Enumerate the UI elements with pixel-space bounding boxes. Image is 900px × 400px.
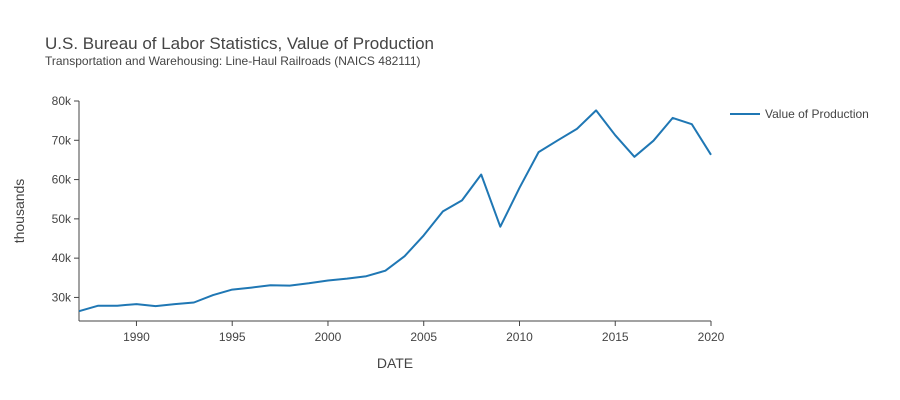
y-tick-label: 80k — [52, 94, 72, 108]
y-tick-label: 40k — [52, 251, 72, 265]
chart-subtitle: Transportation and Warehousing: Line-Hau… — [45, 54, 421, 68]
y-tick-label: 60k — [52, 173, 72, 187]
y-tick-label: 30k — [52, 290, 72, 304]
x-axis-title: DATE — [377, 355, 413, 371]
x-tick-label: 2020 — [698, 330, 725, 344]
y-tick-label: 70k — [52, 133, 72, 147]
series-layer — [78, 109, 712, 313]
x-tick-label: 2010 — [506, 330, 533, 344]
series-line-value-of-production[interactable] — [78, 109, 712, 313]
y-axis-ticks: 30k 40k 50k 60k 70k 80k — [52, 94, 79, 304]
x-tick-label: 1990 — [123, 330, 150, 344]
plot-area: 30k 40k 50k 60k 70k 80k 1990 1995 2000 2005 2010 2… — [52, 94, 725, 344]
x-tick-label: 2005 — [410, 330, 437, 344]
legend[interactable]: Value of Production — [730, 107, 869, 121]
y-axis-title: thousands — [11, 179, 27, 244]
x-tick-label: 2015 — [602, 330, 629, 344]
legend-label: Value of Production — [765, 107, 869, 121]
y-tick-label: 50k — [52, 212, 72, 226]
x-tick-label: 1995 — [219, 330, 246, 344]
chart-title: U.S. Bureau of Labor Statistics, Value o… — [45, 34, 435, 53]
x-tick-label: 2000 — [315, 330, 342, 344]
x-axis-ticks: 1990 1995 2000 2005 2010 2015 2020 — [123, 321, 725, 344]
